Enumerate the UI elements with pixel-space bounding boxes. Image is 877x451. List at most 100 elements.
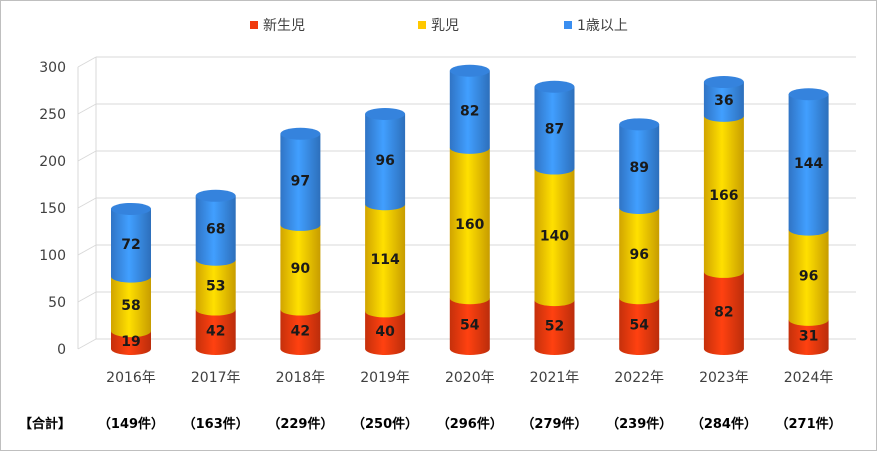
bar-segment: [449, 298, 490, 355]
bar-top-cap: [788, 88, 829, 101]
y-tick-label: 200: [39, 154, 66, 170]
bar-segment: [703, 271, 744, 355]
data-label: 89: [629, 160, 648, 176]
gridline-diagonal: [77, 56, 97, 68]
gridline-diagonal: [77, 197, 97, 209]
y-tick-label: 100: [39, 248, 66, 264]
data-label: 42: [206, 323, 225, 339]
bar-segment: [365, 204, 406, 318]
bar-top-cap: [195, 189, 236, 202]
bar-segment: [195, 259, 236, 316]
value-labels: 19 58 72 42 53 68 42 90 97 40 114 96 54 160 82 52 140 87 5…: [121, 93, 823, 350]
bar-segment: [534, 300, 575, 355]
x-axis: 2016年 2017年 2018年 2019年 2020年 2021年 2022年 2023年…: [106, 370, 833, 386]
bar-segment: [619, 298, 660, 355]
data-label: 19: [121, 334, 140, 350]
total-count: （239件）: [606, 416, 672, 432]
gridline-diagonal: [77, 150, 97, 162]
x-tick-label: 2023年: [699, 370, 749, 386]
total-count: （149件）: [98, 416, 164, 432]
bar-segment: [788, 229, 829, 326]
x-tick-label: 2021年: [530, 370, 580, 386]
data-label: 96: [629, 247, 648, 263]
total-count: （284件）: [691, 416, 757, 432]
bar-top-cap: [449, 64, 490, 77]
bar-segment: [619, 124, 660, 214]
data-label: 40: [375, 324, 395, 340]
x-tick-label: 2018年: [276, 370, 326, 386]
y-tick-label: 50: [48, 295, 66, 311]
data-label: 58: [121, 298, 140, 314]
legend-label: 1歳以上: [577, 18, 628, 34]
gridline-diagonal: [77, 103, 97, 115]
bar-segment: [619, 208, 660, 305]
data-label: 144: [794, 156, 823, 172]
x-tick-label: 2024年: [784, 370, 834, 386]
total-count: （296件）: [437, 416, 503, 432]
totals-header: 【合計】: [19, 416, 71, 432]
y-axis: 0 50 100 150 200 250 300: [39, 60, 66, 358]
x-tick-label: 2017年: [191, 370, 241, 386]
data-label: 54: [460, 318, 480, 334]
total-count: （279件）: [521, 416, 587, 432]
total-count: （271件）: [776, 416, 842, 432]
bar-segment: [703, 82, 744, 122]
gridline-diagonal: [77, 338, 97, 350]
y-tick-label: 0: [57, 342, 66, 358]
bar-top-cap: [619, 118, 660, 131]
data-label: 54: [629, 318, 649, 334]
legend-swatch: [250, 21, 258, 29]
data-label: 97: [291, 173, 310, 189]
bar-segment: [703, 115, 744, 278]
x-tick-label: 2019年: [360, 370, 410, 386]
bar-segment: [280, 133, 321, 231]
bar-segment: [365, 311, 406, 355]
bar-segment: [788, 319, 829, 355]
bar-segment: [195, 195, 236, 266]
data-label: 96: [799, 269, 818, 285]
data-label: 140: [540, 228, 569, 244]
bar-top-cap: [703, 76, 744, 89]
y-tick-label: 300: [39, 60, 66, 76]
data-label: 90: [291, 261, 311, 277]
bar-segment: [111, 276, 151, 338]
data-label: 82: [714, 304, 733, 320]
bar-segment: [534, 168, 575, 307]
x-tick-label: 2016年: [106, 370, 156, 386]
data-label: 53: [206, 279, 225, 295]
data-label: 42: [291, 323, 310, 339]
bar-top-cap: [534, 80, 575, 93]
bar-segment: [449, 70, 490, 154]
bar-segment: [280, 224, 321, 316]
legend-label: 新生児: [263, 18, 305, 34]
bar-segment: [111, 331, 151, 355]
data-label: 114: [370, 252, 399, 268]
bars: [111, 64, 829, 355]
legend: 新生児 乳児 1歳以上: [250, 18, 628, 34]
y-tick-label: 150: [39, 201, 66, 217]
bar-top-cap: [111, 202, 151, 215]
bar-segment: [195, 309, 236, 355]
bar-segment: [534, 86, 575, 175]
bar-top-cap: [280, 127, 321, 140]
data-label: 87: [545, 122, 564, 138]
bar-segment: [449, 147, 490, 305]
totals-row: 【合計】 （149件） （163件） （229件） （250件） （296件） （279件…: [19, 416, 842, 432]
bar-segment: [111, 208, 151, 283]
data-label: 31: [799, 328, 818, 344]
data-label: 96: [375, 153, 394, 169]
data-label: 36: [714, 93, 733, 109]
data-label: 72: [121, 237, 140, 253]
bar-top-cap: [365, 108, 406, 120]
gridline-diagonal: [77, 244, 97, 256]
bar-segment: [788, 94, 829, 236]
data-label: 82: [460, 103, 479, 119]
legend-swatch: [564, 21, 572, 29]
data-label: 68: [206, 222, 225, 238]
total-count: （229件）: [267, 416, 333, 432]
legend-label: 乳児: [431, 18, 459, 34]
data-label: 166: [709, 188, 738, 204]
data-label: 160: [455, 217, 484, 233]
y-tick-label: 250: [39, 107, 66, 123]
